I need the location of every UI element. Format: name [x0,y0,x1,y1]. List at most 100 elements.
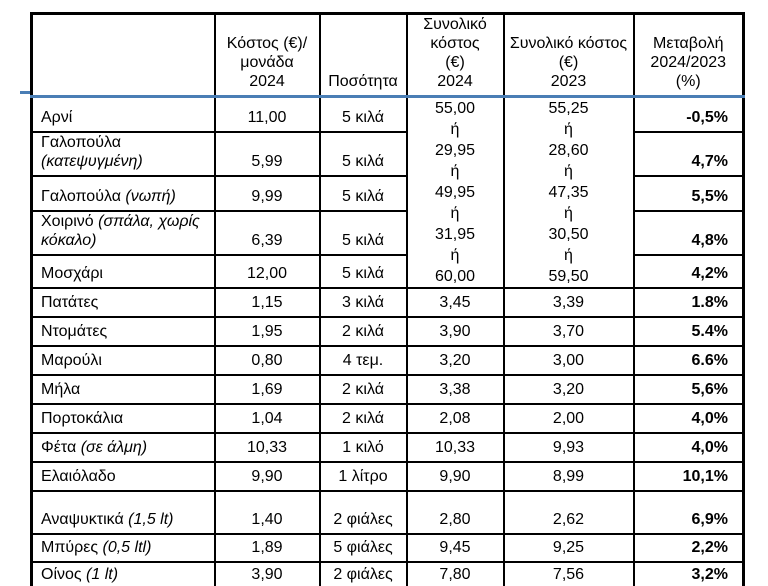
price-table-wrapper: Κόστος (€)/ μονάδα 2024 Ποσότητα Συνολικ… [20,12,745,586]
quantity-cell: 1 λίτρο [318,461,408,492]
quantity-cell: 5 κιλά [318,174,408,212]
item-name-cell: Γαλοπούλα (κατεψυγμένη) [30,130,216,177]
item-name-cell: Γαλοπούλα (νωπή) [30,174,216,212]
change-cell: 4,0% [632,432,745,463]
item-name-text: Γαλοπούλα [41,187,121,205]
total-2023-cell: 3,70 [502,316,635,347]
quantity-cell: 4 τεμ. [318,345,408,376]
table-row: Ελαιόλαδο 9,90 1 λίτρο 9,90 8,99 10,1% [30,461,745,492]
merged-line: ή [450,121,460,138]
change-cell: 4,0% [632,403,745,434]
unit-cost-cell: 12,00 [213,253,321,290]
header-line: Μεταβολή [653,35,724,52]
table-row: Γαλοπούλα (νωπή) 9,99 5 κιλά 5,5% [30,174,745,212]
total-2024-cell: 3,38 [405,374,505,405]
total-2023-cell: 2,00 [502,403,635,434]
table-row: Αρνί 11,00 5 κιλά 55,00 ή 29,95 ή 49,95 … [30,95,745,289]
header-line: 2024 [437,73,473,90]
item-name-cell: Φέτα (σε άλμη) [30,432,216,463]
item-name-cell: Χοιρινό (σπάλα, χωρίς κόκαλο) [30,209,216,256]
merged-line: ή [564,205,573,222]
item-name-text: Πατάτες [41,294,99,311]
merged-line: 55,00 [434,100,476,117]
change-cell: 4,7% [632,130,745,177]
item-name-text: Ντομάτες [41,323,108,340]
total-2024-cell: 10,33 [405,432,505,463]
item-name-text: Ελαιόλαδο [41,468,116,485]
item-name-note: (σπάλα, χωρίς κόκαλο) [41,212,200,249]
merged-line: ή [450,205,460,222]
merged-line: ή [564,121,573,138]
change-cell: -0,5% [632,95,745,133]
header-line: Συνολικό κόστος [509,35,628,52]
item-name-text: Αρνί [41,108,73,126]
unit-cost-cell: 1,89 [213,533,321,563]
col-header-total-2024: Συνολικό κόστος (€) 2024 [405,12,505,98]
merged-line: 28,60 [548,142,589,159]
item-name-cell: Αρνί [30,95,216,133]
item-name-cell: Αναψυκτικά (1,5 lt) [30,490,216,535]
header-line: 2024/2023 [650,54,727,71]
change-cell: 5.4% [632,316,745,347]
header-line: μονάδα [240,54,294,71]
total-2024-cell: 9,45 [405,533,505,563]
total-2024-cell: 2,80 [405,490,505,535]
item-name-cell: Ντομάτες [30,316,216,347]
total-2023-cell: 3,00 [502,345,635,376]
change-cell: 5,5% [632,174,745,212]
total-2024-cell: 3,45 [405,287,505,318]
total-2024-cell: 3,90 [405,316,505,347]
unit-cost-cell: 6,39 [213,209,321,256]
total-2023-cell: 8,99 [502,461,635,492]
unit-cost-cell: 1,95 [213,316,321,347]
total-2023-cell: 9,25 [502,533,635,563]
item-name-cell: Μοσχάρι [30,253,216,290]
merged-line: 30,50 [548,226,589,243]
price-comparison-table: Κόστος (€)/ μονάδα 2024 Ποσότητα Συνολικ… [30,12,745,586]
unit-cost-cell: 9,99 [213,174,321,212]
col-header-item [30,12,216,98]
item-name-text: Πορτοκάλια [41,410,124,427]
merged-line: ή [450,163,460,180]
item-name-cell: Πατάτες [30,287,216,318]
quantity-cell: 5 κιλά [318,95,408,133]
total-2024-cell: 9,90 [405,461,505,492]
unit-cost-cell: 1,69 [213,374,321,405]
table-row: Πορτοκάλια 1,04 2 κιλά 2,08 2,00 4,0% [30,403,745,434]
table-row: Φέτα (σε άλμη) 10,33 1 κιλό 10,33 9,93 4… [30,432,745,463]
header-line: (€) [445,54,465,71]
quantity-cell: 5 κιλά [318,253,408,290]
item-name-cell: Μπύρες (0,5 ltl) [30,533,216,563]
item-name-note: (1,5 lt) [123,511,174,528]
change-cell: 4,2% [632,253,745,290]
merged-line: 59,50 [548,268,589,285]
merged-line: 47,35 [548,184,589,201]
table-header: Κόστος (€)/ μονάδα 2024 Ποσότητα Συνολικ… [30,12,745,98]
table-row: Μαρούλι 0,80 4 τεμ. 3,20 3,00 6.6% [30,345,745,376]
total-2024-cell: 2,08 [405,403,505,434]
item-name-note: (σε άλμη) [76,439,148,456]
item-name-text: Μοσχάρι [41,265,103,282]
item-name-note: (1 lt) [81,566,119,583]
table-row: Μήλα 1,69 2 κιλά 3,38 3,20 5,6% [30,374,745,405]
merged-line: 49,95 [434,184,476,201]
change-cell: 5,6% [632,374,745,405]
table-row: Χοιρινό (σπάλα, χωρίς κόκαλο) 6,39 5 κιλ… [30,209,745,256]
total-2023-cell: 9,93 [502,432,635,463]
table-body: Αρνί 11,00 5 κιλά 55,00 ή 29,95 ή 49,95 … [30,95,745,586]
change-cell: 3,2% [632,561,745,586]
total-2023-cell: 7,56 [502,561,635,586]
header-line: 2023 [550,73,587,90]
merged-total-2024-cell: 55,00 ή 29,95 ή 49,95 ή 31,95 ή 60,00 [405,95,505,289]
table-row: Ντομάτες 1,95 2 κιλά 3,90 3,70 5.4% [30,316,745,347]
table-row: Γαλοπούλα (κατεψυγμένη) 5,99 5 κιλά 4,7% [30,130,745,177]
merged-line: 29,95 [434,142,476,159]
total-2024-cell: 3,20 [405,345,505,376]
unit-cost-cell: 5,99 [213,130,321,177]
header-row: Κόστος (€)/ μονάδα 2024 Ποσότητα Συνολικ… [30,12,745,98]
total-2023-cell: 3,20 [502,374,635,405]
item-name-text: Φέτα [41,439,77,456]
item-name-text: Μήλα [41,381,81,398]
table-row: Πατάτες 1,15 3 κιλά 3,45 3,39 1.8% [30,287,745,318]
quantity-cell: 2 κιλά [318,403,408,434]
